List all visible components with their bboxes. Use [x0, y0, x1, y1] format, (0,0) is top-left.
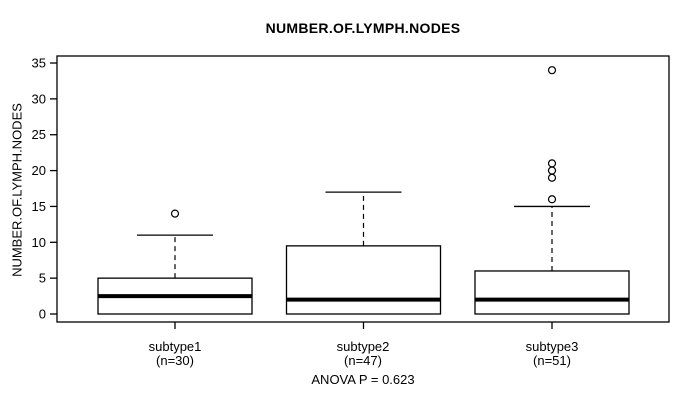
group-n: (n=30)	[156, 353, 194, 368]
outlier-point-subtype3	[547, 66, 557, 75]
anova-caption: ANOVA P = 0.623	[311, 372, 415, 387]
group-name: subtype2	[336, 339, 390, 354]
group-name: subtype3	[525, 339, 579, 354]
outlier-point-subtype3	[547, 195, 557, 204]
y-tick-label: 20	[32, 163, 46, 178]
iqr-box-subtype2	[285, 245, 442, 315]
group-n: (n=51)	[533, 353, 571, 368]
outlier-point-subtype3	[547, 159, 557, 168]
y-tick-label: 15	[32, 199, 46, 214]
x-label-subtype2: subtype2 (n=47)	[337, 340, 390, 368]
outlier-point-subtype3	[547, 173, 557, 182]
x-axis-labels: subtype1 (n=30) subtype2 (n=47) subtype3…	[0, 340, 700, 370]
y-tick-label: 35	[32, 56, 46, 71]
y-tick-label: 5	[39, 271, 46, 286]
x-label-subtype3: subtype3 (n=51)	[526, 340, 579, 368]
outlier-point-subtype3	[547, 166, 557, 175]
group-n: (n=47)	[344, 353, 382, 368]
chart-title: NUMBER.OF.LYMPH.NODES	[265, 20, 461, 36]
outlier-point-subtype1	[170, 209, 180, 218]
y-tick-label: 25	[32, 127, 46, 142]
iqr-box-subtype3	[474, 270, 630, 315]
y-tick-label: 0	[39, 307, 46, 322]
y-tick-label: 30	[32, 91, 46, 106]
group-name: subtype1	[148, 339, 202, 354]
y-tick-label: 10	[32, 235, 46, 250]
x-label-subtype1: subtype1 (n=30)	[149, 340, 202, 368]
